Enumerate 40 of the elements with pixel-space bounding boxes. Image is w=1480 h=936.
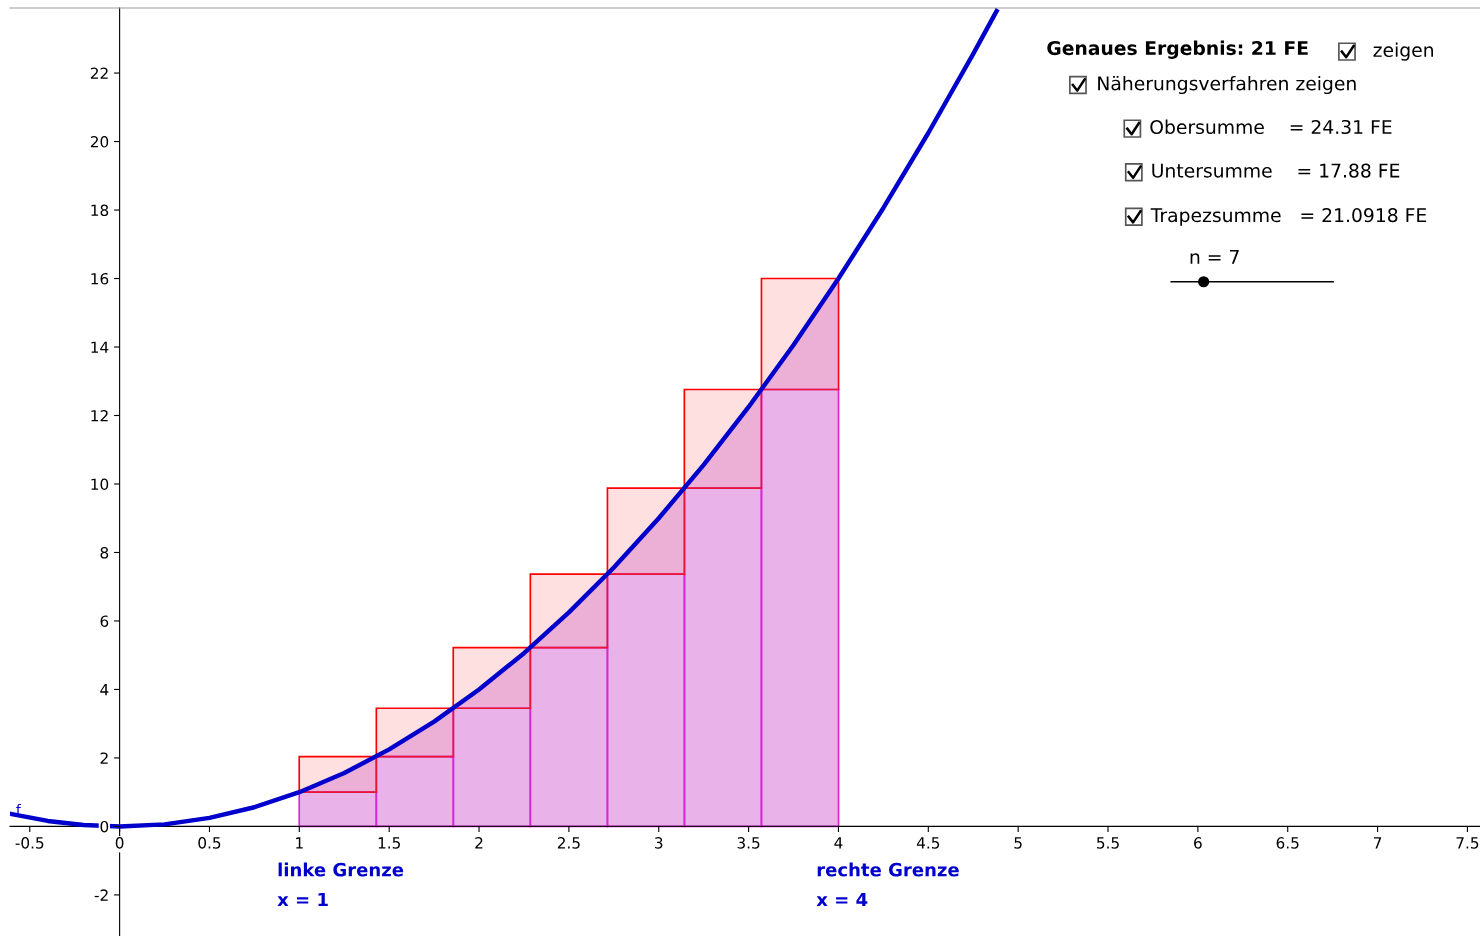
annotation: zeigen: [1373, 42, 1434, 61]
y-tick-label: 22: [90, 67, 108, 79]
annotation: linke Grenze x = 1: [277, 862, 404, 907]
x-tick-label: 6: [1194, 837, 1202, 849]
y-tick-label: 18: [91, 204, 109, 217]
x-tick-label: 0.5: [198, 837, 221, 849]
y-tick-label: -2: [94, 889, 108, 901]
annotation: rechte Grenze x = 4: [816, 862, 959, 907]
x-tick-label: 6.5: [1276, 837, 1299, 849]
y-tick-label: 6: [100, 615, 109, 627]
y-tick-label: 8: [100, 546, 109, 559]
x-tick-label: 7.5: [1456, 837, 1479, 849]
y-tick-label: 2: [100, 752, 108, 764]
x-tick-label: -0.5: [15, 837, 44, 849]
x-tick-label: 2.5: [557, 837, 580, 849]
y-tick-label: 4: [100, 684, 109, 696]
annotation: Untersumme = 17.88 FE: [1152, 163, 1400, 178]
x-tick-label: 5.5: [1097, 837, 1119, 849]
y-tick-label: 0: [100, 820, 109, 833]
x-tick-label: 5: [1014, 837, 1022, 849]
annotation: Trapezsumme = 21.0918 FE: [1150, 208, 1427, 226]
x-tick-label: 0: [115, 837, 124, 849]
x-tick-label: 1.5: [378, 837, 400, 849]
y-tick-label: 10: [91, 478, 109, 491]
annotation: f: [16, 804, 22, 815]
x-tick-label: 4.5: [916, 837, 940, 849]
x-tick-label: 7: [1373, 837, 1382, 849]
x-tick-label: 3.5: [737, 837, 760, 849]
y-tick-label: 14: [91, 341, 109, 353]
x-tick-label: 4: [834, 837, 843, 849]
annotation: n = 7: [1190, 250, 1239, 264]
y-tick-label: 16: [91, 272, 109, 285]
annotation: Genaues Ergebnis: 21 FE: [1047, 40, 1308, 59]
x-tick-label: 1: [296, 837, 303, 849]
x-tick-label: 3: [655, 837, 663, 849]
y-tick-label: 20: [90, 136, 109, 148]
y-tick-label: 12: [91, 409, 108, 422]
annotation: Obersumme = 24.31 FE: [1150, 119, 1392, 135]
x-tick-label: 2: [475, 837, 483, 849]
annotation: Näherungsverfahren zeigen: [1098, 75, 1356, 95]
